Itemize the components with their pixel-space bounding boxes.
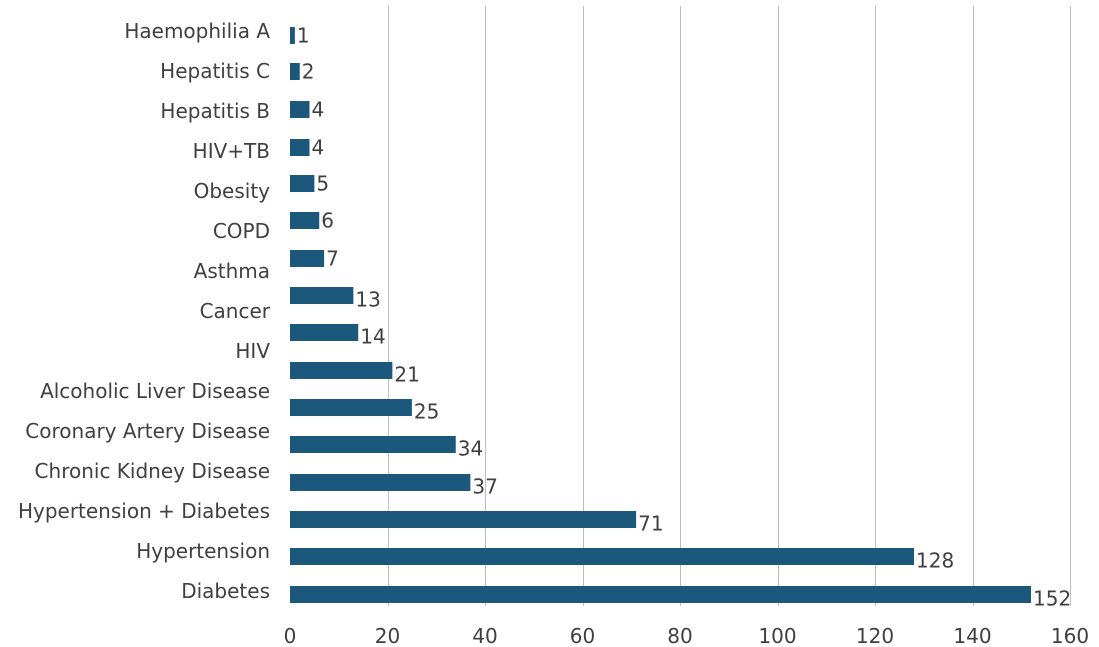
bar-3 xyxy=(290,139,310,156)
category-label: Chronic Kidney Disease xyxy=(35,459,270,483)
bar-9 xyxy=(290,362,393,379)
x-tick-label-20: 20 xyxy=(375,624,400,647)
bar-0 xyxy=(290,27,295,44)
bar-10 xyxy=(290,399,412,416)
bars xyxy=(290,27,1031,603)
bar-12 xyxy=(290,474,471,491)
category-label: Hepatitis B xyxy=(160,99,270,123)
x-tick-label-160: 160 xyxy=(1051,624,1089,647)
category-label: COPD xyxy=(213,219,270,243)
data-label-1: 2 xyxy=(302,60,315,84)
category-label: Hypertension + Diabetes xyxy=(18,499,270,523)
bar-4 xyxy=(290,175,315,192)
category-labels: Haemophilia A Hepatitis C Hepatitis B HIV+T… xyxy=(18,19,271,603)
data-label-15: 152 xyxy=(1033,587,1071,611)
data-label-13: 71 xyxy=(638,512,663,536)
x-tick-label-100: 100 xyxy=(758,624,796,647)
category-label: Diabetes xyxy=(181,579,270,603)
bar-2 xyxy=(290,101,310,118)
data-label-2: 4 xyxy=(312,98,325,122)
gridlines xyxy=(388,6,1071,606)
bar-1 xyxy=(290,63,300,80)
data-label-0: 1 xyxy=(297,24,310,48)
data-label-11: 34 xyxy=(458,437,483,461)
category-label: Hepatitis C xyxy=(160,59,270,83)
bar-15 xyxy=(290,586,1031,603)
category-label: HIV+TB xyxy=(193,139,270,163)
bar-8 xyxy=(290,324,359,341)
category-label: Obesity xyxy=(194,179,271,203)
x-tick-label-80: 80 xyxy=(667,624,692,647)
category-label: HIV xyxy=(235,339,270,363)
data-label-5: 6 xyxy=(321,209,334,233)
category-label: Hypertension xyxy=(136,539,270,563)
category-label: Haemophilia A xyxy=(124,19,270,43)
category-label: Asthma xyxy=(194,259,270,283)
data-label-12: 37 xyxy=(472,475,497,499)
bar-13 xyxy=(290,511,637,528)
data-label-7: 13 xyxy=(355,288,380,312)
category-label: Alcoholic Liver Disease xyxy=(40,379,270,403)
bar-7 xyxy=(290,287,354,304)
bar-11 xyxy=(290,436,456,453)
data-label-4: 5 xyxy=(316,172,329,196)
bar-5 xyxy=(290,212,320,229)
data-label-9: 21 xyxy=(394,363,419,387)
x-tick-label-140: 140 xyxy=(953,624,991,647)
data-label-8: 14 xyxy=(360,325,385,349)
x-tick-label-120: 120 xyxy=(856,624,894,647)
bar-14 xyxy=(290,548,914,565)
data-label-3: 4 xyxy=(312,136,325,160)
data-label-10: 25 xyxy=(414,400,439,424)
bar-6 xyxy=(290,250,325,267)
category-label: Cancer xyxy=(200,299,271,323)
x-tick-label-40: 40 xyxy=(472,624,497,647)
data-label-6: 7 xyxy=(326,247,339,271)
category-label: Coronary Artery Disease xyxy=(25,419,270,443)
x-tick-label-60: 60 xyxy=(570,624,595,647)
x-axis-tick-labels: 0 20 40 60 80 100 120 140 160 xyxy=(284,624,1089,647)
data-labels: 1 2 4 4 5 6 7 13 14 21 25 34 37 71 128 152 xyxy=(297,24,1071,611)
x-tick-label-0: 0 xyxy=(284,624,297,647)
data-label-14: 128 xyxy=(916,549,954,573)
